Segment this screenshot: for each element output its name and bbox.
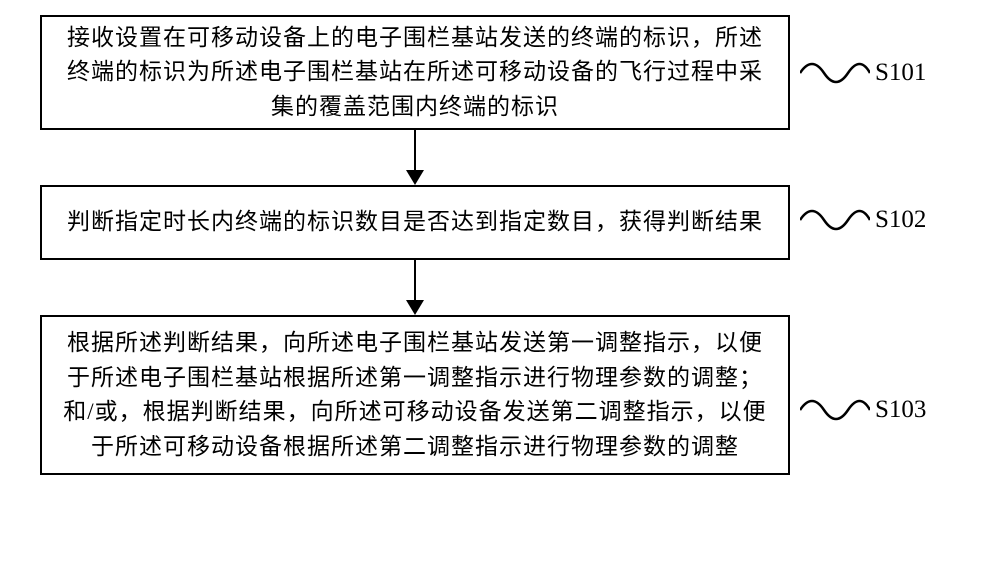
arrow-head-icon: [406, 170, 424, 185]
label-1-text: S101: [875, 59, 926, 87]
arrow-1: [40, 130, 790, 185]
flowchart-step-3: 根据所述判断结果，向所述电子围栏基站发送第一调整指示，以便于所述电子围栏基站根据…: [40, 315, 790, 475]
arrow-line-icon: [414, 260, 416, 302]
step-label-2: S102: [800, 200, 926, 240]
connector-curve-icon: [800, 390, 870, 430]
arrow-2: [40, 260, 790, 315]
label-3-text: S103: [875, 396, 926, 424]
step-label-1: S101: [800, 53, 926, 93]
connector-curve-icon: [800, 53, 870, 93]
label-2-text: S102: [875, 206, 926, 234]
flowchart-step-2: 判断指定时长内终端的标识数目是否达到指定数目，获得判断结果: [40, 185, 790, 260]
flowchart-step-1: 接收设置在可移动设备上的电子围栏基站发送的终端的标识，所述终端的标识为所述电子围…: [40, 15, 790, 130]
step-3-text: 根据所述判断结果，向所述电子围栏基站发送第一调整指示，以便于所述电子围栏基站根据…: [57, 326, 773, 464]
step-1-text: 接收设置在可移动设备上的电子围栏基站发送的终端的标识，所述终端的标识为所述电子围…: [57, 21, 773, 125]
arrow-head-icon: [406, 300, 424, 315]
connector-curve-icon: [800, 200, 870, 240]
step-2-text: 判断指定时长内终端的标识数目是否达到指定数目，获得判断结果: [67, 205, 763, 240]
flowchart-container: 接收设置在可移动设备上的电子围栏基站发送的终端的标识，所述终端的标识为所述电子围…: [40, 15, 960, 475]
arrow-line-icon: [414, 130, 416, 172]
step-label-3: S103: [800, 390, 926, 430]
